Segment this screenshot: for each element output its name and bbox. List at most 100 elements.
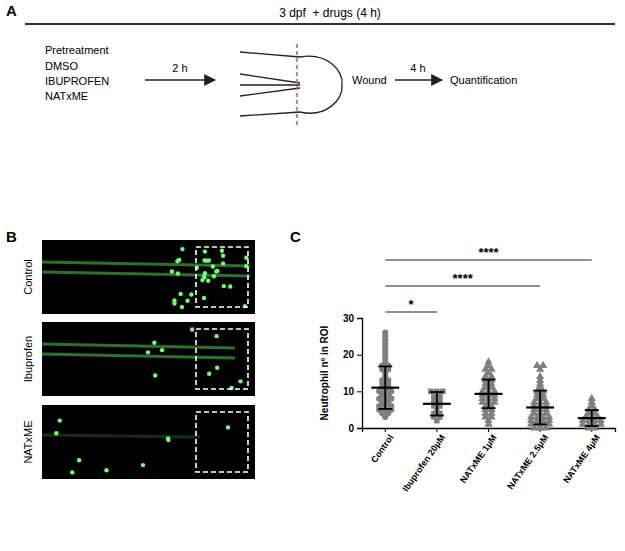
x-tick-mark: [488, 428, 489, 432]
fluorescent-cell: [146, 350, 150, 354]
data-point: [382, 414, 388, 420]
x-axis-line: [363, 429, 616, 433]
significance-label: *: [409, 297, 415, 312]
fluorescent-cell: [238, 379, 242, 383]
sd-cap: [430, 391, 444, 393]
step-label: 4 h: [410, 62, 425, 74]
y-tick-label: 10: [343, 386, 355, 397]
fluorescent-cell: [190, 327, 194, 331]
sd-cap: [378, 408, 392, 410]
y-axis: 0 10 20 30: [343, 313, 363, 434]
fluorescent-cell: [58, 418, 62, 422]
x-axis: ControlIbuprofen 20μM NATxME 1μMNATxME 2.…: [363, 428, 616, 493]
y-tick: 0: [348, 423, 362, 434]
sd-cap: [585, 409, 599, 411]
mean-line: [423, 403, 451, 405]
group-points: [423, 389, 451, 424]
fluorescent-cell: [212, 274, 216, 278]
pretreatment-item: NATxME: [45, 90, 88, 102]
fluorescent-cell: [177, 258, 181, 262]
pretreatment-title: Pretreatment: [45, 44, 109, 56]
notochord-glow: [42, 354, 235, 358]
larva-tail-sketch: [240, 52, 342, 116]
y-tick-mark: [357, 318, 362, 319]
significance-label: ****: [478, 245, 499, 260]
x-tick-label: NATxME 2.5μM: [505, 433, 550, 491]
fluorescent-cell: [170, 269, 174, 273]
fluorescent-cell: [211, 264, 215, 268]
fluorescent-cell: [70, 470, 74, 474]
y-tick: 10: [343, 386, 362, 397]
fluorescent-cell: [207, 372, 211, 376]
sd-cap: [533, 423, 547, 425]
y-tick-label: 0: [348, 423, 354, 434]
sd-cap: [533, 390, 547, 392]
notochord-glow: [42, 344, 235, 348]
y-tick-mark: [357, 355, 362, 356]
fluorescent-cell: [104, 468, 108, 472]
x-tick: NATxME 4μM: [561, 428, 602, 485]
fluorescent-cell: [221, 261, 225, 265]
fluorescent-cell: [203, 271, 207, 275]
roi-box: [196, 247, 248, 307]
group-points: [578, 394, 606, 431]
y-tick-mark: [357, 428, 362, 429]
fluorescent-cell: [180, 247, 184, 251]
y-tick-mark: [357, 391, 362, 392]
fluorescent-cell: [215, 365, 219, 369]
significance-label: ****: [453, 271, 474, 286]
sd-cap: [585, 425, 599, 427]
roi-box: [196, 412, 248, 472]
micrograph-background: [42, 405, 255, 479]
figure: A3 dpf + drugs (4 h)PretreatmentDMSOIBUP…: [0, 0, 625, 551]
y-axis-line: [357, 319, 363, 429]
micrograph: [42, 405, 255, 479]
data-point: [536, 365, 544, 372]
fluorescent-cell: [180, 305, 184, 309]
fluorescent-cell: [178, 292, 182, 296]
pretreatment-item: DMSO: [45, 60, 78, 72]
fluorescent-cell: [77, 458, 81, 462]
panel-label: A: [6, 2, 17, 19]
row-label: Ibuprofen: [22, 336, 34, 382]
group-points: [526, 361, 554, 431]
micrograph: [42, 322, 255, 396]
fluorescent-cell: [221, 254, 225, 258]
fluorescent-cell: [172, 301, 176, 305]
wound-cut-line: [296, 44, 298, 126]
step-label: Wound: [352, 74, 387, 86]
panel-label: C: [290, 228, 301, 245]
sd-cap: [482, 379, 496, 381]
fluorescent-cell: [206, 279, 210, 283]
x-tick-label: Ibuprofen 20μM: [400, 433, 447, 494]
micrograph: [42, 240, 255, 314]
fluorescent-cell: [176, 271, 180, 275]
x-tick-mark: [436, 428, 437, 432]
fluorescent-cell: [220, 249, 224, 253]
tail-outline: [240, 88, 300, 96]
sd-cap: [482, 407, 496, 409]
x-tick-mark: [385, 428, 386, 432]
x-tick-label: Control: [369, 433, 396, 465]
x-tick: Ibuprofen 20μM: [400, 428, 447, 493]
group-points: [371, 330, 399, 421]
mean-line: [475, 393, 503, 395]
fluorescent-cell: [54, 431, 58, 435]
fluorescent-cell: [203, 249, 207, 253]
fluorescent-cell: [215, 269, 219, 273]
roi-box: [196, 329, 248, 389]
micrograph-background: [42, 322, 255, 396]
x-tick: NATxME 1μM: [458, 428, 499, 485]
fluorescent-cell: [141, 463, 145, 467]
group-points: [475, 357, 503, 427]
x-tick: NATxME 2.5μM: [505, 428, 550, 491]
fluorescent-cell: [166, 438, 170, 442]
x-tick-label: NATxME 1μM: [458, 433, 499, 485]
mean-line: [578, 417, 606, 419]
row-label: Control: [22, 259, 34, 294]
fluorescent-cell: [152, 340, 156, 344]
fluorescent-cell: [153, 373, 157, 377]
y-tick: 20: [343, 349, 362, 360]
micrograph-background: [42, 240, 255, 314]
y-tick-label: 30: [343, 313, 355, 324]
